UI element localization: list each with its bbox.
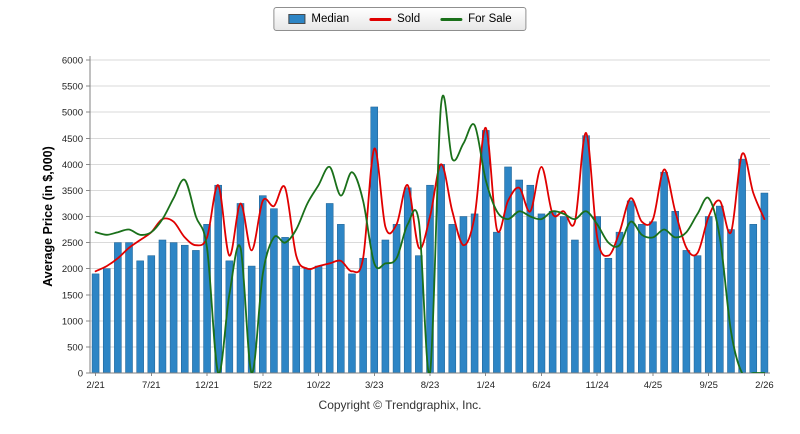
svg-text:12/21: 12/21 [195, 380, 219, 391]
legend: Median Sold For Sale [273, 7, 527, 31]
svg-text:6/24: 6/24 [532, 380, 551, 391]
legend-item-sold: Sold [369, 13, 420, 25]
svg-text:3000: 3000 [62, 212, 83, 223]
svg-text:2/26: 2/26 [755, 380, 774, 391]
svg-text:9/25: 9/25 [699, 380, 718, 391]
svg-text:11/24: 11/24 [586, 380, 609, 391]
legend-item-forsale: For Sale [440, 13, 512, 25]
median-bar-swatch-icon [288, 14, 306, 24]
svg-text:7/21: 7/21 [142, 380, 161, 391]
svg-text:4000: 4000 [62, 160, 83, 171]
svg-text:2500: 2500 [62, 238, 83, 249]
svg-text:2/21: 2/21 [86, 380, 105, 391]
svg-text:1500: 1500 [62, 290, 83, 301]
svg-text:3500: 3500 [62, 186, 83, 197]
forsale-line-swatch-icon [440, 17, 463, 21]
legend-label-sold: Sold [397, 13, 421, 25]
svg-text:4500: 4500 [62, 134, 83, 145]
svg-text:6000: 6000 [62, 56, 83, 67]
svg-text:3/23: 3/23 [365, 380, 384, 391]
legend-label-forsale: For Sale [468, 13, 512, 25]
svg-text:1000: 1000 [62, 316, 83, 327]
legend-label-median: Median [311, 13, 350, 25]
svg-text:5500: 5500 [62, 82, 83, 93]
svg-text:4/25: 4/25 [644, 380, 663, 391]
legend-item-median: Median [288, 13, 349, 25]
footer-copyright: Copyright © Trendgraphix, Inc. [318, 398, 482, 412]
chart-svg: 0 500 1000 1500 2000 2500 3000 3500 4000 4500 5000… [41, 56, 774, 392]
svg-text:5/22: 5/22 [254, 380, 273, 391]
sold-line-swatch-icon [369, 17, 392, 21]
svg-text:2000: 2000 [62, 264, 83, 275]
svg-text:500: 500 [67, 342, 83, 353]
svg-text:5000: 5000 [62, 108, 83, 119]
svg-text:1/24: 1/24 [476, 380, 495, 391]
svg-text:8/23: 8/23 [421, 380, 440, 391]
svg-text:0: 0 [78, 369, 83, 380]
svg-text:10/22: 10/22 [307, 380, 331, 391]
svg-text:Average Price (in $,000): Average Price (in $,000) [41, 146, 55, 287]
